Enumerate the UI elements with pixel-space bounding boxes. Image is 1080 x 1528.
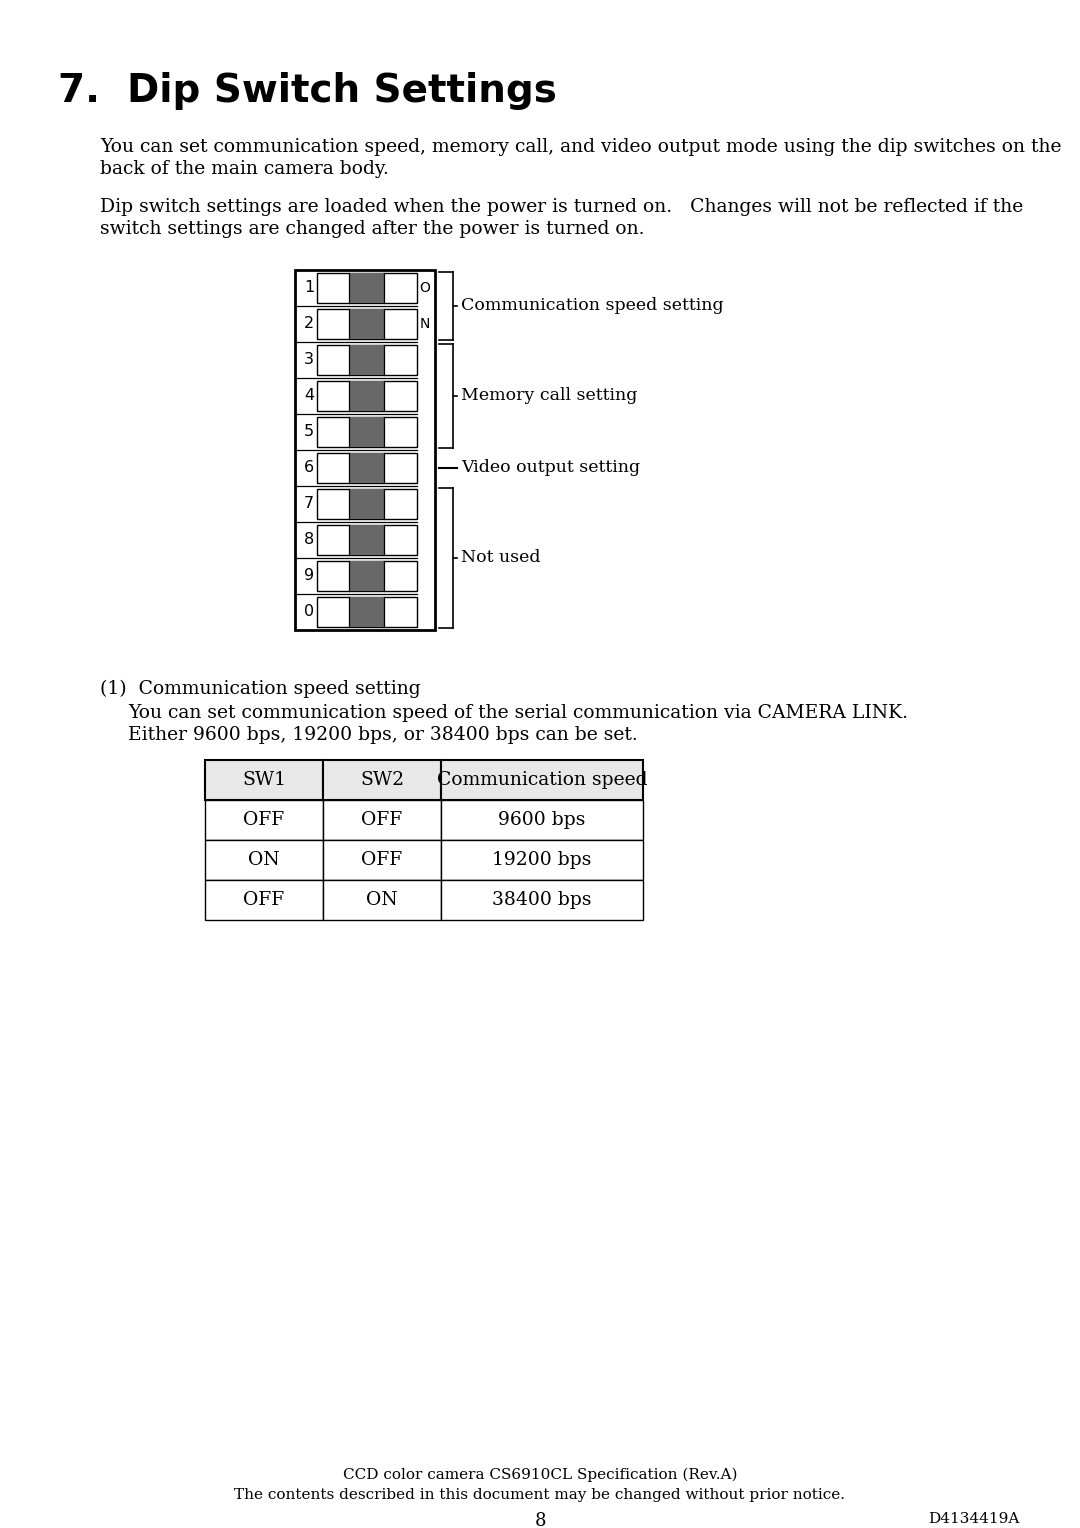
Text: 5: 5 — [303, 425, 314, 440]
Text: 8: 8 — [535, 1513, 545, 1528]
Text: OFF: OFF — [362, 851, 403, 869]
Text: You can set communication speed, memory call, and video output mode using the di: You can set communication speed, memory … — [100, 138, 1062, 156]
Text: 8: 8 — [303, 532, 314, 547]
Text: D4134419A: D4134419A — [929, 1513, 1020, 1526]
Text: switch settings are changed after the power is turned on.: switch settings are changed after the po… — [100, 220, 645, 238]
Text: Video output setting: Video output setting — [461, 460, 640, 477]
Bar — [318, 526, 417, 555]
Text: OFF: OFF — [362, 811, 403, 830]
Text: Either 9600 bps, 19200 bps, or 38400 bps can be set.: Either 9600 bps, 19200 bps, or 38400 bps… — [129, 726, 638, 744]
Bar — [349, 597, 384, 626]
Text: 2: 2 — [303, 316, 314, 332]
Bar — [318, 452, 417, 483]
Text: 38400 bps: 38400 bps — [492, 891, 592, 909]
Text: Communication speed setting: Communication speed setting — [461, 298, 724, 315]
Bar — [323, 759, 441, 801]
Text: 9: 9 — [303, 568, 314, 584]
Bar — [318, 274, 417, 303]
Text: Communication speed: Communication speed — [436, 772, 647, 788]
Text: Memory call setting: Memory call setting — [461, 388, 637, 405]
Bar — [205, 840, 323, 880]
Text: SW2: SW2 — [360, 772, 404, 788]
Text: 7.  Dip Switch Settings: 7. Dip Switch Settings — [58, 72, 557, 110]
Text: Not used: Not used — [461, 550, 540, 567]
Bar — [441, 759, 643, 801]
Bar — [349, 417, 384, 448]
Text: Dip switch settings are loaded when the power is turned on.   Changes will not b: Dip switch settings are loaded when the … — [100, 199, 1023, 215]
Text: The contents described in this document may be changed without prior notice.: The contents described in this document … — [234, 1488, 846, 1502]
Bar — [441, 840, 643, 880]
Bar — [205, 759, 323, 801]
Bar — [205, 880, 323, 920]
Bar — [318, 489, 417, 520]
Text: 0: 0 — [303, 605, 314, 619]
Text: ON: ON — [248, 851, 280, 869]
Text: ON: ON — [366, 891, 397, 909]
Bar — [318, 309, 417, 339]
Bar — [323, 880, 441, 920]
Text: (1)  Communication speed setting: (1) Communication speed setting — [100, 680, 420, 698]
Text: OFF: OFF — [243, 811, 285, 830]
Text: 6: 6 — [303, 460, 314, 475]
Bar — [318, 345, 417, 374]
Text: OFF: OFF — [243, 891, 285, 909]
Text: N: N — [420, 316, 430, 332]
Bar — [349, 309, 384, 339]
Bar — [318, 561, 417, 591]
Text: You can set communication speed of the serial communication via CAMERA LINK.: You can set communication speed of the s… — [129, 704, 908, 723]
Bar — [349, 452, 384, 483]
Text: CCD color camera CS6910CL Specification (Rev.A): CCD color camera CS6910CL Specification … — [342, 1468, 738, 1482]
Text: 1: 1 — [303, 281, 314, 295]
Bar — [349, 274, 384, 303]
Bar — [349, 380, 384, 411]
Text: 3: 3 — [303, 353, 314, 368]
Text: O: O — [420, 281, 431, 295]
Bar — [349, 345, 384, 374]
Text: 19200 bps: 19200 bps — [492, 851, 592, 869]
Bar — [349, 561, 384, 591]
Bar — [349, 489, 384, 520]
Bar — [441, 880, 643, 920]
Bar — [318, 417, 417, 448]
Bar — [441, 801, 643, 840]
Text: back of the main camera body.: back of the main camera body. — [100, 160, 389, 177]
Text: SW1: SW1 — [242, 772, 286, 788]
Bar — [323, 801, 441, 840]
Text: 4: 4 — [303, 388, 314, 403]
Bar — [349, 526, 384, 555]
Bar — [295, 270, 435, 630]
Bar — [205, 801, 323, 840]
Text: 7: 7 — [303, 497, 314, 512]
Bar — [318, 597, 417, 626]
Bar — [318, 380, 417, 411]
Text: 9600 bps: 9600 bps — [498, 811, 585, 830]
Bar — [323, 840, 441, 880]
